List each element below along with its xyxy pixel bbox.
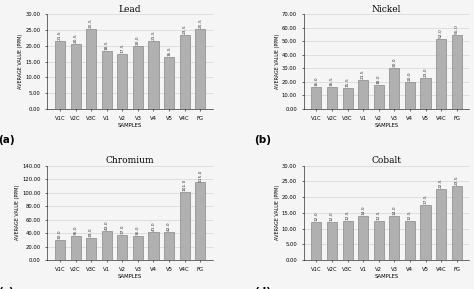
Text: 15.5: 15.5 — [346, 77, 350, 87]
Bar — [374, 221, 384, 260]
Text: 12.0: 12.0 — [314, 212, 319, 221]
Text: 12.5: 12.5 — [408, 210, 412, 220]
Text: 25.5: 25.5 — [89, 18, 93, 28]
Bar — [436, 189, 446, 260]
Text: 20.5: 20.5 — [73, 34, 78, 43]
Text: (b): (b) — [254, 135, 271, 145]
Bar — [102, 231, 112, 260]
Bar — [55, 41, 65, 109]
Bar — [180, 35, 190, 109]
Text: 12.5: 12.5 — [346, 210, 350, 220]
Y-axis label: AVERAGE VALUE (PPM): AVERAGE VALUE (PPM) — [15, 185, 20, 240]
Y-axis label: AVERAGE VALUE (PPM): AVERAGE VALUE (PPM) — [18, 34, 23, 89]
Text: 37.0: 37.0 — [120, 225, 124, 234]
Text: 30.0: 30.0 — [392, 58, 396, 68]
Bar — [195, 182, 205, 260]
X-axis label: SAMPLES: SAMPLES — [118, 123, 142, 128]
Text: 36.0: 36.0 — [136, 225, 140, 235]
Text: 33.0: 33.0 — [89, 227, 93, 237]
Bar — [102, 51, 112, 109]
Bar — [195, 29, 205, 109]
Text: 20.0: 20.0 — [408, 71, 412, 81]
Bar — [389, 216, 400, 260]
Text: 55.0: 55.0 — [455, 24, 459, 34]
Bar — [343, 221, 353, 260]
Text: 21.5: 21.5 — [58, 31, 62, 40]
Text: 23.5: 23.5 — [182, 24, 187, 34]
Bar — [405, 82, 415, 109]
Text: 16.5: 16.5 — [167, 46, 171, 56]
Bar — [420, 205, 430, 260]
Bar — [420, 78, 430, 109]
Bar — [311, 87, 321, 109]
Text: 16.0: 16.0 — [314, 77, 319, 86]
Text: (c): (c) — [0, 287, 14, 289]
Bar — [164, 57, 174, 109]
Bar — [133, 236, 143, 260]
Text: 52.0: 52.0 — [439, 28, 443, 38]
Bar — [374, 85, 384, 109]
Text: 25.5: 25.5 — [198, 18, 202, 28]
Text: (a): (a) — [0, 135, 14, 145]
Bar — [71, 45, 81, 109]
Text: 17.5: 17.5 — [120, 43, 124, 53]
Bar — [452, 186, 462, 260]
Bar — [358, 80, 368, 109]
Text: 101.0: 101.0 — [182, 179, 187, 191]
Bar — [327, 222, 337, 260]
Bar — [405, 221, 415, 260]
Bar — [55, 240, 65, 260]
Bar — [148, 232, 159, 260]
Text: 21.5: 21.5 — [361, 69, 365, 79]
Text: 12.5: 12.5 — [377, 210, 381, 220]
Text: (d): (d) — [254, 287, 271, 289]
X-axis label: SAMPLES: SAMPLES — [118, 274, 142, 279]
Text: 36.0: 36.0 — [73, 225, 78, 235]
Text: 12.0: 12.0 — [330, 212, 334, 221]
Text: 21.5: 21.5 — [152, 31, 155, 40]
Bar — [358, 216, 368, 260]
Bar — [389, 68, 400, 109]
Title: Cobalt: Cobalt — [372, 156, 401, 165]
Y-axis label: AVERAGE VALUE (PPM): AVERAGE VALUE (PPM) — [274, 185, 280, 240]
Text: 115.0: 115.0 — [198, 169, 202, 181]
X-axis label: SAMPLES: SAMPLES — [374, 123, 399, 128]
Text: 14.0: 14.0 — [392, 205, 396, 215]
Text: 22.5: 22.5 — [439, 179, 443, 188]
Bar — [86, 238, 96, 260]
Bar — [180, 192, 190, 260]
Bar — [117, 235, 128, 260]
Bar — [133, 46, 143, 109]
Bar — [311, 222, 321, 260]
Bar — [343, 88, 353, 109]
Title: Chromium: Chromium — [106, 156, 155, 165]
Text: 23.0: 23.0 — [423, 67, 428, 77]
Text: 30.0: 30.0 — [58, 229, 62, 239]
Text: 14.0: 14.0 — [361, 205, 365, 215]
Title: Nickel: Nickel — [372, 5, 401, 14]
Text: 42.0: 42.0 — [167, 221, 171, 231]
Bar — [327, 87, 337, 109]
Text: 23.5: 23.5 — [455, 175, 459, 185]
Text: 16.5: 16.5 — [330, 76, 334, 86]
Text: 18.0: 18.0 — [377, 74, 381, 84]
Bar — [164, 232, 174, 260]
Text: 41.0: 41.0 — [152, 222, 155, 231]
Bar — [452, 35, 462, 109]
Text: 20.0: 20.0 — [136, 35, 140, 45]
X-axis label: SAMPLES: SAMPLES — [374, 274, 399, 279]
Bar — [71, 236, 81, 260]
Text: 17.5: 17.5 — [423, 194, 428, 204]
Bar — [436, 39, 446, 109]
Bar — [86, 29, 96, 109]
Text: 43.0: 43.0 — [105, 221, 109, 230]
Bar — [148, 41, 159, 109]
Bar — [117, 54, 128, 109]
Text: 18.5: 18.5 — [105, 40, 109, 50]
Y-axis label: AVERAGE VALUE (PPM): AVERAGE VALUE (PPM) — [274, 34, 280, 89]
Title: Lead: Lead — [119, 5, 141, 14]
